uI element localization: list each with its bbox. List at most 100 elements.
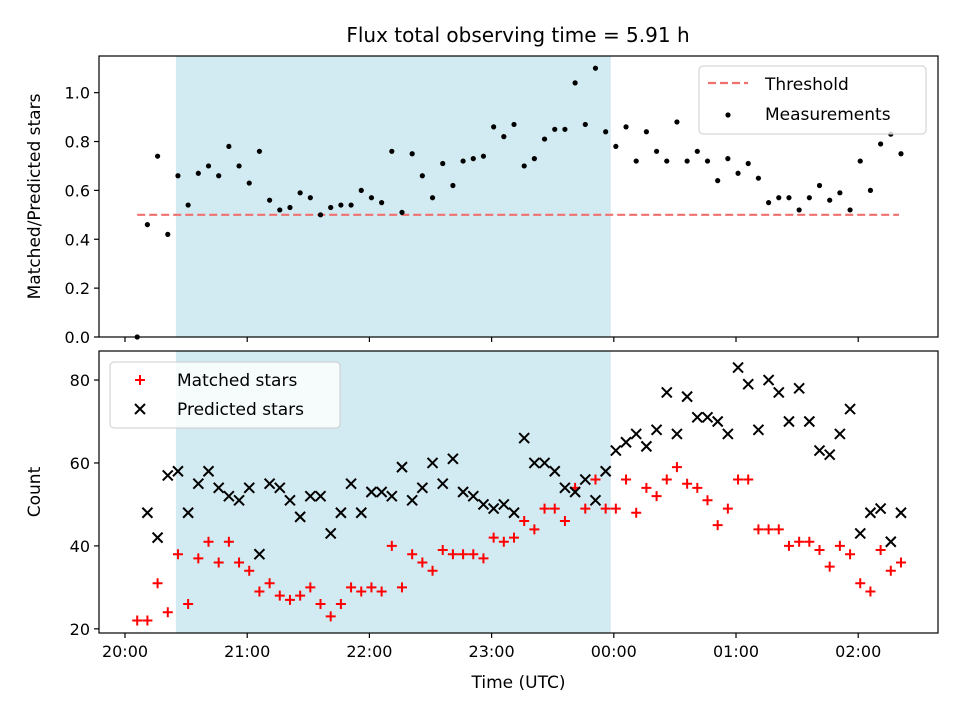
measurement-point [684, 158, 690, 164]
matched-point [162, 607, 173, 618]
matched-point [773, 524, 784, 535]
measurement-point [246, 180, 252, 186]
predicted-point [437, 477, 449, 490]
matched-point [895, 557, 906, 568]
measurement-point [409, 151, 415, 157]
predicted-point [589, 494, 602, 507]
predicted-point [844, 403, 856, 415]
predicted-point [498, 498, 510, 511]
measurement-point [572, 80, 578, 86]
matched-point [783, 540, 794, 551]
bottom-x-tick-label: 21:00 [224, 642, 270, 661]
bottom-y-axis-title: Count [25, 466, 45, 517]
predicted-point [803, 415, 816, 428]
predicted-point [854, 527, 866, 540]
predicted-point [661, 386, 673, 399]
matched-point [794, 536, 805, 547]
measurement-point [613, 143, 619, 150]
measurement-point [226, 143, 232, 150]
measurement-point [633, 158, 639, 164]
measurement-point [776, 195, 782, 201]
measurement-point [480, 153, 487, 159]
predicted-point [386, 490, 398, 502]
measurement-point [358, 187, 364, 193]
measurement-point [694, 148, 700, 154]
measurement-point [725, 156, 731, 162]
measurement-point [317, 212, 324, 218]
matched-point [875, 545, 886, 556]
legend-label-matched: Matched stars [177, 371, 297, 391]
matched-point [254, 586, 265, 597]
matched-point [529, 524, 540, 535]
predicted-point [650, 424, 663, 436]
matched-point [519, 516, 530, 527]
predicted-point [355, 507, 367, 519]
matched-point [488, 532, 499, 543]
predicted-point [253, 548, 266, 560]
measurement-point [399, 209, 405, 215]
bottom-y-tick-label: 20 [70, 620, 90, 639]
measurement-point [195, 170, 201, 176]
matched-point [437, 545, 448, 556]
top-panel: 0.0 0.2 0.4 0.6 0.8 1.0 Matched/Predicted star… [25, 55, 939, 347]
predicted-point [528, 457, 541, 469]
matched-point [580, 503, 591, 514]
measurement-point [501, 134, 507, 140]
matched-point [346, 582, 357, 593]
measurement-point [837, 190, 843, 196]
matched-point [325, 611, 336, 622]
predicted-point [172, 465, 184, 477]
predicted-point [518, 432, 530, 444]
matched-point [305, 582, 316, 593]
predicted-point [610, 444, 622, 457]
predicted-point [212, 482, 225, 494]
bottom-y-tick-label: 60 [70, 454, 90, 473]
measurement-point [379, 200, 385, 206]
measurement-point [643, 129, 649, 135]
matched-point [885, 565, 896, 576]
matched-point [356, 586, 367, 597]
predicted-point [365, 486, 378, 498]
measurement-point [144, 222, 151, 228]
predicted-point [885, 536, 897, 548]
bottom-x-axis-title: Time (UTC) [471, 673, 566, 693]
measurement-point [277, 207, 283, 213]
predicted-point [895, 507, 907, 519]
matched-point [386, 540, 397, 551]
measurement-point [205, 163, 212, 169]
bottom-legend: Matched stars Predicted stars [109, 361, 341, 429]
measurement-point [715, 178, 721, 184]
measurement-point [521, 163, 527, 169]
predicted-point [620, 436, 632, 448]
bottom-x-tick-label: 00:00 [591, 642, 637, 661]
matched-point [692, 482, 703, 493]
bottom-x-tick-label: 01:00 [713, 642, 759, 661]
matched-point [702, 495, 713, 506]
predicted-point [141, 507, 154, 519]
measurement-point [531, 156, 537, 162]
predicted-point [864, 507, 877, 519]
matched-point [498, 536, 509, 547]
matched-point [712, 520, 723, 531]
measurement-point [765, 200, 772, 206]
predicted-point [345, 477, 357, 490]
matched-point [376, 586, 387, 597]
matched-point [295, 590, 306, 601]
measurement-point [154, 153, 161, 159]
predicted-point [579, 473, 592, 486]
legend-label-threshold: Threshold [764, 75, 849, 95]
matched-point [610, 503, 621, 514]
legend-box [698, 65, 927, 135]
predicted-point [549, 465, 561, 477]
measurement-point [603, 129, 609, 135]
predicted-point [630, 428, 642, 440]
measurement-point [674, 119, 680, 125]
predicted-point [223, 490, 235, 502]
matched-point [478, 553, 489, 564]
top-y-tick-label: 1.0 [65, 84, 90, 103]
measurement-point [745, 160, 751, 167]
matched-point [824, 561, 835, 572]
predicted-point [599, 465, 612, 477]
measurement-point [338, 202, 344, 208]
predicted-point [396, 461, 408, 473]
